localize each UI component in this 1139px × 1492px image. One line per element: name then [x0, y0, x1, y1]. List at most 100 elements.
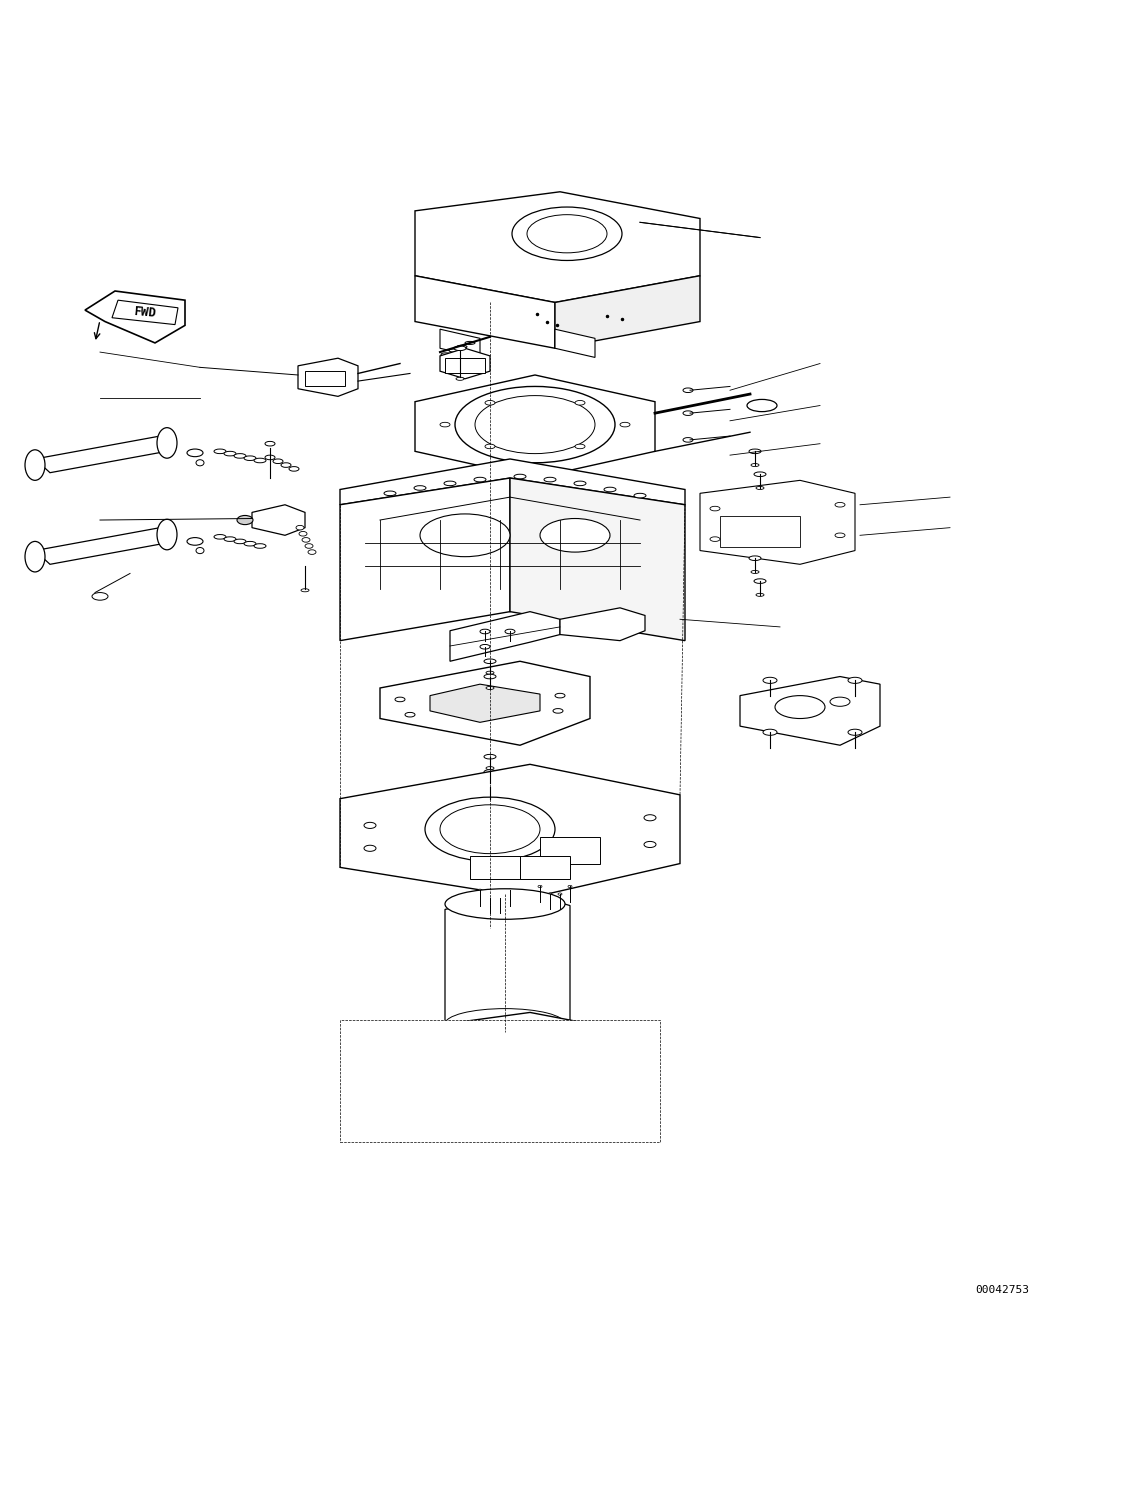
Ellipse shape — [485, 445, 495, 449]
Ellipse shape — [683, 388, 693, 392]
Text: 00042753: 00042753 — [975, 1285, 1030, 1295]
Polygon shape — [35, 528, 175, 564]
Bar — [341, 1021, 659, 1143]
Ellipse shape — [456, 377, 464, 380]
Ellipse shape — [413, 486, 426, 491]
Ellipse shape — [420, 513, 510, 557]
Polygon shape — [380, 661, 590, 745]
Ellipse shape — [302, 537, 310, 542]
Ellipse shape — [498, 897, 502, 900]
Ellipse shape — [486, 767, 494, 770]
Ellipse shape — [395, 697, 405, 701]
Polygon shape — [450, 612, 560, 661]
Ellipse shape — [575, 445, 585, 449]
Ellipse shape — [224, 451, 236, 457]
Ellipse shape — [484, 755, 495, 759]
Ellipse shape — [554, 709, 563, 713]
Ellipse shape — [527, 215, 607, 252]
Ellipse shape — [830, 697, 850, 706]
Ellipse shape — [644, 841, 656, 847]
Ellipse shape — [157, 519, 177, 551]
Ellipse shape — [273, 460, 282, 464]
Ellipse shape — [835, 503, 845, 507]
Ellipse shape — [604, 488, 616, 492]
Ellipse shape — [634, 494, 646, 498]
Ellipse shape — [480, 630, 490, 634]
Polygon shape — [252, 504, 305, 536]
Ellipse shape — [244, 542, 256, 546]
Ellipse shape — [683, 410, 693, 415]
Polygon shape — [555, 276, 700, 348]
Ellipse shape — [254, 543, 267, 548]
Ellipse shape — [187, 537, 203, 545]
Ellipse shape — [555, 694, 565, 698]
Polygon shape — [555, 330, 595, 358]
Ellipse shape — [425, 797, 555, 861]
Ellipse shape — [487, 897, 492, 900]
Ellipse shape — [763, 730, 777, 736]
Ellipse shape — [485, 400, 495, 406]
Polygon shape — [112, 300, 178, 325]
Ellipse shape — [710, 506, 720, 510]
Ellipse shape — [710, 537, 720, 542]
Ellipse shape — [574, 480, 585, 486]
Ellipse shape — [233, 454, 246, 458]
Ellipse shape — [548, 892, 552, 895]
Text: FWD: FWD — [133, 304, 157, 319]
Ellipse shape — [835, 533, 845, 537]
Polygon shape — [510, 477, 685, 640]
Bar — [720, 516, 800, 546]
Ellipse shape — [544, 477, 556, 482]
Ellipse shape — [486, 797, 494, 800]
Polygon shape — [400, 1097, 440, 1143]
Ellipse shape — [486, 782, 494, 785]
Polygon shape — [415, 192, 700, 303]
Polygon shape — [440, 330, 480, 358]
Ellipse shape — [474, 477, 486, 482]
Ellipse shape — [445, 1009, 565, 1038]
Ellipse shape — [224, 537, 236, 542]
Ellipse shape — [196, 460, 204, 466]
Ellipse shape — [300, 531, 308, 536]
Ellipse shape — [308, 551, 316, 555]
Ellipse shape — [575, 400, 585, 406]
Ellipse shape — [538, 885, 542, 888]
Ellipse shape — [465, 342, 475, 345]
Ellipse shape — [754, 471, 767, 476]
Ellipse shape — [558, 892, 562, 895]
Polygon shape — [415, 276, 555, 348]
Ellipse shape — [484, 674, 495, 679]
Bar — [470, 856, 521, 879]
Polygon shape — [740, 676, 880, 745]
Polygon shape — [445, 894, 570, 1035]
Polygon shape — [390, 1013, 630, 1134]
Polygon shape — [700, 480, 855, 564]
Ellipse shape — [484, 785, 495, 789]
Ellipse shape — [196, 548, 204, 554]
Ellipse shape — [296, 525, 304, 530]
Bar — [521, 856, 570, 879]
Ellipse shape — [454, 1037, 525, 1071]
Polygon shape — [440, 348, 490, 379]
Bar — [305, 372, 345, 386]
Ellipse shape — [484, 770, 495, 774]
Ellipse shape — [754, 579, 767, 583]
Polygon shape — [35, 436, 175, 473]
Ellipse shape — [620, 422, 630, 427]
Polygon shape — [415, 374, 655, 477]
Ellipse shape — [244, 457, 256, 461]
Ellipse shape — [265, 442, 274, 446]
Ellipse shape — [405, 712, 415, 718]
Ellipse shape — [454, 386, 615, 463]
Ellipse shape — [756, 486, 764, 489]
Ellipse shape — [445, 889, 565, 919]
Bar — [445, 358, 485, 373]
Ellipse shape — [849, 730, 862, 736]
Ellipse shape — [440, 422, 450, 427]
Ellipse shape — [237, 515, 253, 525]
Ellipse shape — [384, 491, 396, 495]
Polygon shape — [560, 607, 645, 640]
Ellipse shape — [281, 463, 290, 467]
Ellipse shape — [775, 695, 825, 719]
Ellipse shape — [751, 570, 759, 573]
